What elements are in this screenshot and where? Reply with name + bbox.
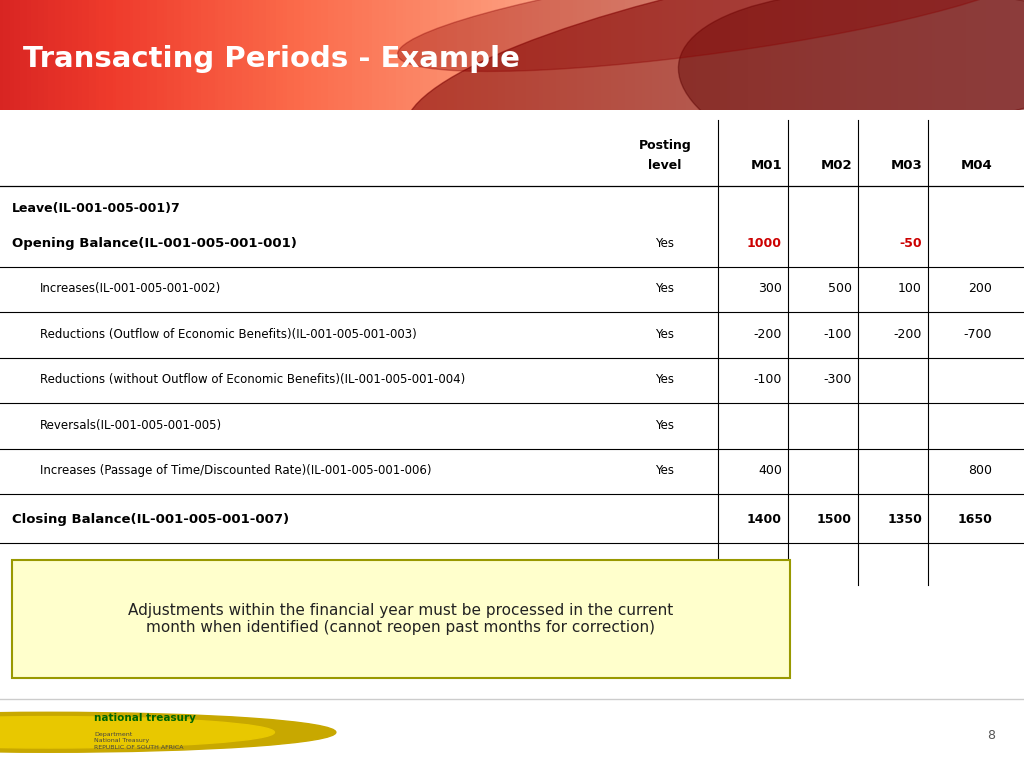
- Ellipse shape: [679, 0, 1024, 208]
- Ellipse shape: [397, 0, 1024, 71]
- Text: national treasury: national treasury: [94, 713, 196, 723]
- Text: 100: 100: [898, 283, 922, 296]
- Text: 1650: 1650: [957, 513, 992, 526]
- Text: -200: -200: [754, 328, 782, 341]
- Text: -300: -300: [823, 373, 852, 386]
- Text: Reductions (without Outflow of Economic Benefits)(IL-001-005-001-004): Reductions (without Outflow of Economic …: [40, 373, 465, 386]
- Text: Yes: Yes: [655, 465, 675, 478]
- Text: -50: -50: [899, 237, 922, 250]
- Text: Adjustments within the financial year must be processed in the current
month whe: Adjustments within the financial year mu…: [128, 603, 674, 635]
- Text: Increases (Passage of Time/Discounted Rate)(IL-001-005-001-006): Increases (Passage of Time/Discounted Ra…: [40, 465, 431, 478]
- Text: -100: -100: [754, 373, 782, 386]
- Text: -100: -100: [823, 328, 852, 341]
- Text: Yes: Yes: [655, 283, 675, 296]
- Text: Yes: Yes: [655, 373, 675, 386]
- Text: 300: 300: [758, 283, 782, 296]
- Text: Reversals(IL-001-005-001-005): Reversals(IL-001-005-001-005): [40, 419, 222, 432]
- Text: M04: M04: [961, 159, 992, 172]
- Text: Posting: Posting: [639, 139, 691, 152]
- Text: 1350: 1350: [887, 513, 922, 526]
- Text: -200: -200: [894, 328, 922, 341]
- Text: 400: 400: [758, 465, 782, 478]
- Text: Opening Balance(IL-001-005-001-001): Opening Balance(IL-001-005-001-001): [12, 237, 297, 250]
- Text: Yes: Yes: [655, 237, 675, 250]
- Text: M01: M01: [751, 159, 782, 172]
- Ellipse shape: [406, 0, 1024, 172]
- Text: Yes: Yes: [655, 328, 675, 341]
- Text: -700: -700: [964, 328, 992, 341]
- Circle shape: [0, 712, 336, 753]
- Text: 1000: 1000: [746, 237, 782, 250]
- Text: Increases(IL-001-005-001-002): Increases(IL-001-005-001-002): [40, 283, 221, 296]
- Text: M03: M03: [890, 159, 922, 172]
- Text: Leave(IL-001-005-001)7: Leave(IL-001-005-001)7: [12, 203, 181, 216]
- Circle shape: [0, 717, 274, 748]
- Text: M02: M02: [820, 159, 852, 172]
- Text: 500: 500: [828, 283, 852, 296]
- Text: 1500: 1500: [817, 513, 852, 526]
- Text: Reductions (Outflow of Economic Benefits)(IL-001-005-001-003): Reductions (Outflow of Economic Benefits…: [40, 328, 417, 341]
- Text: 800: 800: [968, 465, 992, 478]
- Text: 1400: 1400: [746, 513, 782, 526]
- Text: Department
National Treasury
REPUBLIC OF SOUTH AFRICA: Department National Treasury REPUBLIC OF…: [94, 732, 183, 750]
- Text: Yes: Yes: [655, 419, 675, 432]
- Text: Closing Balance(IL-001-005-001-007): Closing Balance(IL-001-005-001-007): [12, 513, 289, 526]
- FancyBboxPatch shape: [12, 560, 790, 678]
- Text: 8: 8: [987, 730, 995, 743]
- Text: 200: 200: [968, 283, 992, 296]
- Text: level: level: [648, 159, 682, 172]
- Text: Transacting Periods - Example: Transacting Periods - Example: [23, 45, 519, 73]
